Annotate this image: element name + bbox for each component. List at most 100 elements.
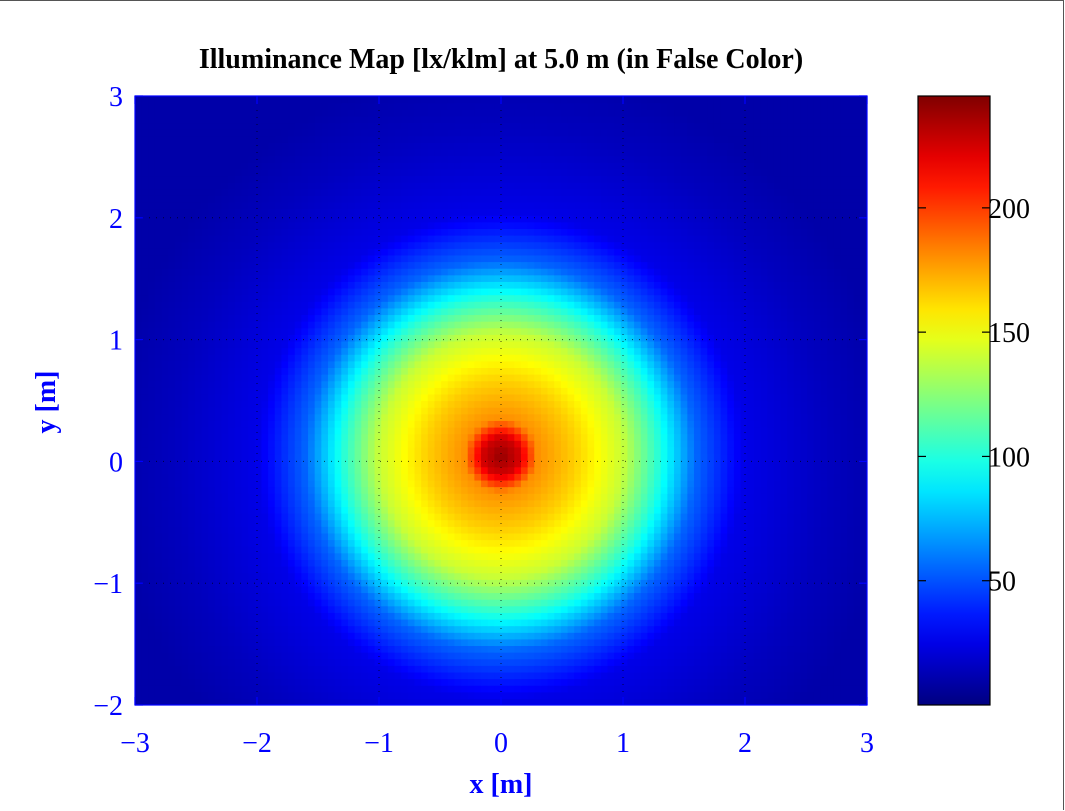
heatmap-cell (687, 618, 695, 627)
heatmap-cell (747, 446, 755, 455)
heatmap-cell (334, 546, 342, 554)
heatmap-cell (501, 685, 509, 693)
heatmap-cell (620, 698, 629, 705)
heatmap-cell (427, 506, 436, 514)
heatmap-cell (587, 466, 595, 474)
heatmap-cell (527, 678, 535, 686)
heatmap-cell (407, 671, 416, 680)
heatmap-cell (341, 493, 349, 501)
heatmap-cell (387, 665, 396, 673)
heatmap-cell (567, 665, 575, 673)
heatmap-cell (780, 625, 788, 633)
heatmap-cell (640, 526, 648, 534)
heatmap-cell (594, 453, 602, 461)
heatmap-cell (853, 407, 861, 415)
heatmap-cell (427, 539, 436, 547)
heatmap-cell (261, 513, 269, 521)
heatmap-cell (660, 486, 668, 494)
heatmap-cell (314, 493, 322, 501)
heatmap-cell (454, 532, 462, 541)
heatmap-cell (407, 433, 416, 441)
heatmap-cell (713, 519, 722, 527)
heatmap-cell (168, 599, 176, 607)
heatmap-cell (700, 579, 708, 587)
heatmap-cell (288, 565, 296, 574)
heatmap-cell (713, 671, 722, 680)
heatmap-cell (394, 612, 402, 620)
heatmap-cell (720, 652, 728, 660)
heatmap-cell (454, 446, 462, 455)
heatmap-cell (228, 400, 236, 408)
heatmap-cell (594, 440, 602, 448)
heatmap-cell (467, 526, 475, 534)
heatmap-cell (647, 499, 655, 508)
heatmap-cell (354, 532, 362, 541)
heatmap-cell (261, 479, 269, 488)
heatmap-cell (314, 612, 322, 620)
heatmap-cell (228, 413, 236, 421)
heatmap-cell (760, 433, 768, 441)
heatmap-cell (361, 671, 369, 680)
heatmap-cell (687, 632, 695, 640)
heatmap-cell (554, 493, 562, 501)
heatmap-cell (467, 638, 475, 647)
heatmap-cell (574, 532, 582, 541)
heatmap-cell (780, 658, 788, 666)
heatmap-cell (181, 645, 189, 653)
heatmap-cell (687, 446, 695, 455)
heatmap-cell (374, 526, 382, 534)
heatmap-cell (387, 539, 396, 547)
heatmap-cell (314, 572, 322, 580)
heatmap-cell (168, 559, 176, 567)
heatmap-cell (680, 665, 688, 673)
heatmap-cell (214, 685, 223, 693)
heatmap-cell (467, 539, 475, 547)
heatmap-cell (800, 473, 808, 481)
heatmap-cell (461, 506, 469, 514)
heatmap-cell (600, 526, 609, 534)
heatmap-cell (787, 612, 795, 620)
heatmap-cell (214, 572, 223, 580)
heatmap-cell (288, 559, 296, 567)
heatmap-cell (813, 466, 822, 474)
heatmap-cell (254, 658, 263, 666)
heatmap-cell (800, 506, 808, 514)
heatmap-cell (401, 691, 409, 699)
heatmap-cell (334, 400, 342, 408)
heatmap-cell (327, 638, 336, 647)
heatmap-cell (554, 671, 562, 680)
heatmap-cell (634, 407, 642, 415)
heatmap-cell (135, 440, 143, 448)
heatmap-cell (700, 446, 708, 455)
heatmap-cell (314, 638, 322, 647)
heatmap-cell (614, 691, 622, 699)
heatmap-cell (667, 466, 675, 474)
heatmap-cell (474, 526, 482, 534)
heatmap-cell (840, 546, 848, 554)
heatmap-cell (627, 546, 635, 554)
heatmap-cell (634, 585, 642, 594)
heatmap-cell (520, 453, 529, 461)
heatmap-cell (820, 685, 828, 693)
heatmap-cell (534, 506, 542, 514)
heatmap-cell (667, 420, 675, 428)
heatmap-cell (201, 565, 209, 574)
heatmap-cell (527, 645, 535, 653)
heatmap-cell (634, 625, 642, 633)
heatmap-cell (281, 618, 289, 627)
heatmap-cell (707, 658, 715, 666)
heatmap-cell (281, 572, 289, 580)
heatmap-cell (387, 513, 396, 521)
heatmap-cell (301, 632, 309, 640)
heatmap-cell (720, 671, 728, 680)
heatmap-cell (454, 433, 462, 441)
heatmap-cell (647, 493, 655, 501)
heatmap-cell (833, 499, 841, 508)
heatmap-cell (534, 572, 542, 580)
heatmap-cell (560, 499, 569, 508)
heatmap-cell (487, 519, 495, 527)
heatmap-cell (361, 625, 369, 633)
heatmap-cell (221, 532, 229, 541)
heatmap-cell (860, 479, 867, 488)
heatmap-cell (700, 612, 708, 620)
